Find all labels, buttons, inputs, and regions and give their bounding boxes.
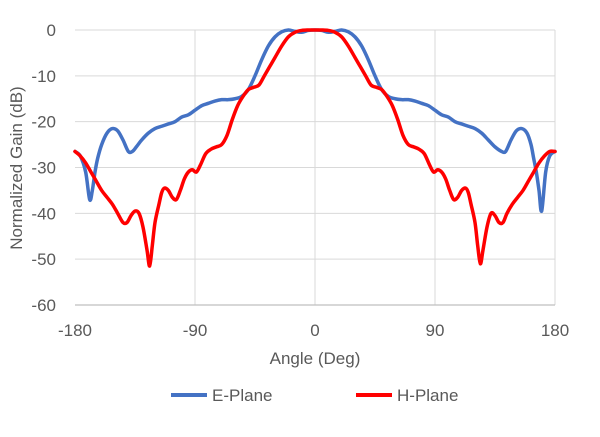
legend-item-h-plane: H-Plane xyxy=(356,386,458,405)
y-tick-label: -50 xyxy=(31,250,56,269)
x-tick-label: 180 xyxy=(541,321,569,340)
x-tick-label: -180 xyxy=(58,321,92,340)
y-tick-label: -30 xyxy=(31,159,56,178)
legend: E-Plane H-Plane xyxy=(171,386,458,405)
y-axis-title: Normalized Gain (dB) xyxy=(7,86,26,249)
x-tick-label: 0 xyxy=(310,321,319,340)
y-tick-label: -10 xyxy=(31,67,56,86)
legend-label-e-plane: E-Plane xyxy=(212,386,272,405)
x-tick-labels: -180 -90 0 90 180 xyxy=(58,321,569,340)
x-axis-title: Angle (Deg) xyxy=(270,349,361,368)
y-tick-labels: 0 -10 -20 -30 -40 -50 -60 xyxy=(31,21,56,315)
grid-lines xyxy=(75,29,556,305)
legend-item-e-plane: E-Plane xyxy=(171,386,272,405)
x-tick-label: 90 xyxy=(426,321,445,340)
y-tick-label: -40 xyxy=(31,204,56,223)
series-line-h-plane xyxy=(73,28,557,268)
y-tick-label: -60 xyxy=(31,296,56,315)
y-tick-label: 0 xyxy=(47,21,56,40)
series-layer xyxy=(73,28,557,268)
legend-label-h-plane: H-Plane xyxy=(397,386,458,405)
y-tick-label: -20 xyxy=(31,113,56,132)
x-tick-label: -90 xyxy=(183,321,208,340)
